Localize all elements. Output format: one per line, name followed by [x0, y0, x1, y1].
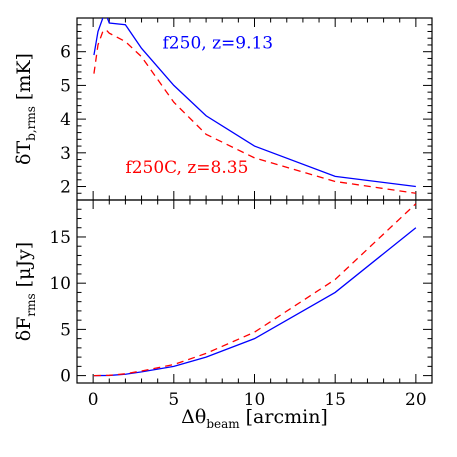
x-tick-label: 20: [405, 390, 427, 410]
series-line-f250c: [93, 28, 416, 194]
bottom-frame: [76, 199, 433, 384]
y-tick-label: 10: [49, 274, 71, 294]
x-tick-label: 0: [88, 390, 99, 410]
y-tick-label: 5: [60, 76, 71, 96]
y-axis-label: δTb,rms[mK]: [13, 53, 38, 165]
y-tick-label: 15: [49, 228, 71, 248]
top-panel: 2 3 4 5 6 f250, z=9.13 f250C, z=8.35 δTb,rms[mK…: [13, 17, 433, 201]
y-tick-label: 4: [60, 110, 71, 130]
y-tick-label: 5: [60, 320, 71, 340]
series-line-f250: [93, 18, 416, 188]
bottom-panel: 0 5 10 15 0 5 10 15 20 δFrms[μJy] Δθbeam [arcmin]: [13, 199, 433, 431]
y-tick-label: 0: [60, 367, 71, 387]
y-tick-label: 2: [60, 178, 71, 198]
y-tick-label: 3: [60, 144, 71, 164]
series-annotation: f250C, z=8.35: [125, 158, 248, 178]
y-tick-label: 6: [60, 43, 71, 63]
x-axis-label: Δθbeam [arcmin]: [181, 406, 328, 431]
x-tick-label: 10: [244, 390, 266, 410]
y-axis-label: δFrms[μJy]: [13, 242, 38, 341]
x-tick-label: 15: [324, 390, 346, 410]
series-line-f250c: [93, 203, 417, 377]
x-tick-label: 5: [168, 390, 179, 410]
series-line-f250: [93, 227, 417, 377]
series-annotation: f250, z=9.13: [163, 33, 274, 53]
